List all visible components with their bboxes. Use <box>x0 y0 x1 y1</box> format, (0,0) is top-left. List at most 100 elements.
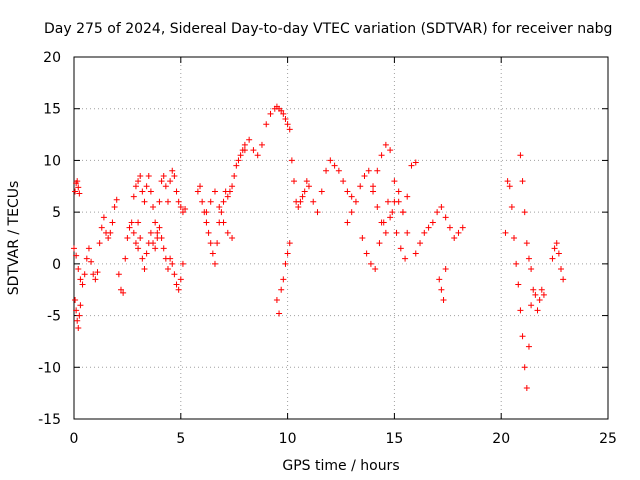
data-point <box>540 291 547 298</box>
data-point <box>273 297 280 304</box>
data-point <box>203 209 210 216</box>
data-point <box>156 224 163 231</box>
x-tick-label: 0 <box>70 431 79 447</box>
data-point <box>376 240 383 247</box>
data-point <box>175 198 182 205</box>
data-point <box>280 110 287 117</box>
data-point <box>241 147 248 154</box>
data-point <box>534 307 541 314</box>
data-point <box>395 188 402 195</box>
data-point <box>335 167 342 174</box>
data-point <box>404 229 411 236</box>
data-point <box>348 193 355 200</box>
x-tick-label: 15 <box>385 431 403 447</box>
data-point <box>352 198 359 205</box>
y-tick-label: 15 <box>43 102 61 118</box>
data-point <box>442 214 449 221</box>
data-point <box>92 276 99 283</box>
data-point <box>340 178 347 185</box>
data-point <box>528 302 535 309</box>
data-point <box>506 183 513 190</box>
data-point <box>150 240 157 247</box>
data-point <box>167 255 174 262</box>
data-point <box>291 178 298 185</box>
data-point <box>77 276 84 283</box>
data-point <box>205 229 212 236</box>
data-point <box>391 178 398 185</box>
data-point <box>359 235 366 241</box>
data-point <box>549 255 556 262</box>
data-point <box>278 107 285 114</box>
data-point <box>528 266 535 273</box>
data-point <box>137 172 144 179</box>
series-sat-a <box>71 214 116 288</box>
data-point <box>139 255 146 262</box>
data-point <box>156 198 163 205</box>
data-point <box>451 235 458 241</box>
data-point <box>399 209 406 216</box>
y-tick-label: 20 <box>43 50 61 66</box>
data-point <box>137 235 144 241</box>
data-point <box>75 266 82 273</box>
data-point <box>233 162 240 169</box>
data-point <box>173 188 180 195</box>
data-point <box>412 159 419 166</box>
y-tick-label: -15 <box>38 412 61 428</box>
series-sat-g <box>194 141 248 267</box>
y-tick-label: -5 <box>47 309 61 325</box>
data-point <box>231 172 238 179</box>
data-point <box>286 240 293 247</box>
data-point <box>179 209 186 216</box>
data-point <box>519 333 526 340</box>
data-point <box>365 167 372 174</box>
data-point <box>130 229 137 236</box>
series-sat-j <box>273 240 293 317</box>
data-point <box>128 219 135 226</box>
data-point <box>158 178 165 185</box>
x-tick-label: 10 <box>279 431 297 447</box>
data-point <box>523 240 530 247</box>
data-point <box>105 235 112 241</box>
data-point <box>132 240 139 247</box>
data-point <box>88 258 95 265</box>
data-point <box>370 188 377 195</box>
data-point <box>297 198 304 205</box>
data-point <box>536 297 543 304</box>
y-tick-label: 10 <box>43 153 61 169</box>
data-point <box>525 255 532 262</box>
data-point <box>203 219 210 226</box>
data-point <box>331 162 338 169</box>
data-point <box>280 276 287 283</box>
data-point <box>167 178 174 185</box>
data-point <box>513 260 520 267</box>
data-point <box>164 198 171 205</box>
series-sat-d <box>111 196 142 296</box>
data-point <box>160 245 167 252</box>
data-point <box>393 229 400 236</box>
data-point <box>73 307 80 314</box>
data-point <box>521 364 528 371</box>
data-point <box>164 266 171 273</box>
data-point <box>218 209 225 216</box>
data-point <box>517 307 524 314</box>
data-point <box>284 250 291 257</box>
data-point <box>303 178 310 185</box>
series-sat-n <box>412 203 466 257</box>
data-point <box>107 229 114 236</box>
series-sat-f <box>135 219 186 293</box>
series-sat-b <box>72 297 84 331</box>
data-point <box>71 245 77 252</box>
data-point <box>521 209 528 216</box>
data-point <box>459 224 466 231</box>
data-point <box>76 312 83 319</box>
data-point <box>323 167 330 174</box>
data-point <box>79 281 86 288</box>
data-point <box>446 224 453 231</box>
data-point <box>141 266 148 273</box>
data-point <box>171 172 178 179</box>
data-point <box>74 317 81 324</box>
data-point <box>436 276 443 283</box>
data-point <box>378 152 385 159</box>
x-axis-label: GPS time / hours <box>282 458 399 474</box>
